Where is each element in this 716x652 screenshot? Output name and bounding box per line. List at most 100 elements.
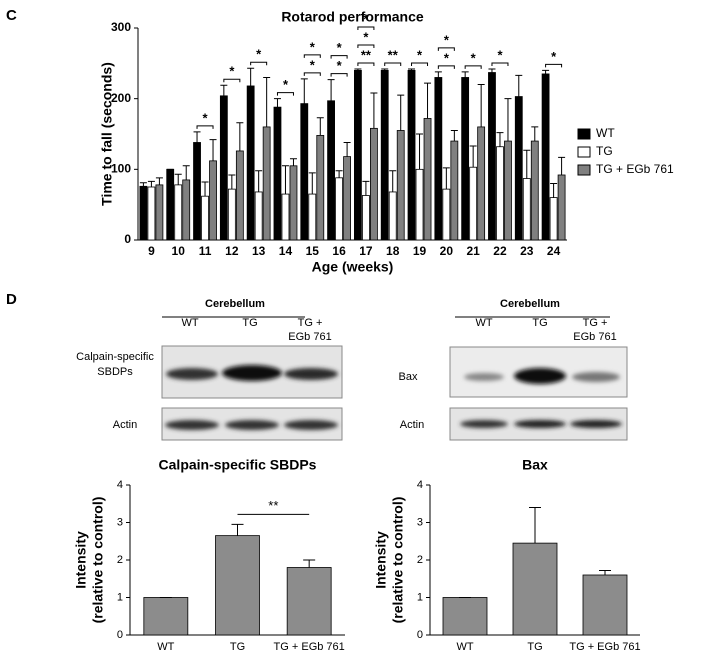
error-bar [209,139,217,161]
significance-bracket [250,61,268,66]
y-tick-label: 0 [117,629,123,641]
bar [193,142,201,241]
significance-bracket [357,26,375,30]
band [166,368,218,380]
bar [147,186,156,241]
significance-bracket [384,62,402,66]
x-tick-label: TG + EGb 761 [569,641,640,652]
bar [343,156,351,241]
significance-bracket [437,65,455,69]
x-tick-label: TG [230,641,245,652]
lane-label: TG + [583,317,608,329]
band [514,368,566,384]
bar [407,70,416,241]
error-bar [550,182,558,198]
y-tick-label: 1 [117,591,123,603]
blot-left: Cerebellum WT TG TG + EGb 761 Calpain-sp… [76,298,343,441]
error-bar [529,507,541,544]
error-bar [289,158,297,166]
x-tick-label: 15 [306,244,320,258]
bar [512,542,558,636]
bar [201,195,209,241]
bar [166,168,175,241]
x-tick-label: WT [157,641,174,652]
legend-label: TG + EGb 761 [596,162,674,176]
panel-label: C [6,7,17,24]
significance-bracket [223,78,241,83]
bar [139,185,148,241]
bar [541,73,550,241]
error-bar [327,79,335,101]
significance-label: * [203,110,209,125]
y-tick-label: 2 [117,554,123,566]
band [284,420,338,430]
significance-bracket [276,92,294,96]
bar [354,70,362,241]
error-bar [316,117,324,136]
error-bar [469,145,477,168]
bar [488,72,496,241]
significance-label: * [471,50,477,65]
x-tick-label: 9 [148,244,155,258]
error-bar [488,68,496,73]
bar [273,106,282,241]
error-bar [558,156,566,175]
significance-bracket [303,54,321,58]
chart-title: Calpain-specific SBDPs [159,457,317,473]
legend-swatch [577,128,591,140]
blot-header: Cerebellum [205,298,265,310]
error-bar [362,180,370,196]
bar [442,188,451,241]
y-axis-label: Intensity [73,531,89,589]
error-bar [201,181,209,197]
x-tick-label: 10 [172,244,186,258]
bar [415,168,424,241]
error-bar [255,170,263,192]
legend-swatch [577,146,591,158]
significance-label: ** [388,47,399,62]
y-tick-label: 200 [111,91,131,105]
significance-bracket [330,73,348,77]
lane-label: WT [181,317,198,329]
row-label: Calpain-specific [76,351,154,363]
y-tick-label: 1 [417,591,423,603]
y-tick-label: 0 [417,629,423,641]
band [572,372,620,382]
bar [380,70,389,241]
error-bar [416,133,424,170]
row-label: Bax [399,371,418,383]
significance-bracket [357,44,375,48]
bar [450,140,459,241]
significance-label: * [363,11,369,26]
bar [582,574,628,636]
significance-bracket [411,62,429,66]
significance-label: * [551,49,557,64]
error-bar [434,71,442,78]
error-bar [523,149,531,179]
bar [316,135,325,241]
band [165,420,219,430]
bar [286,567,332,636]
bar [289,165,298,241]
bar [461,77,470,241]
error-bar [308,172,316,195]
x-tick-label: 17 [359,244,373,258]
x-axis-label: Age (weeks) [312,259,394,275]
error-bar [450,129,458,142]
significance-label: * [310,39,316,54]
bar [522,178,531,241]
bar [496,146,504,241]
row-label: SBDPs [97,366,133,378]
bar [182,179,191,241]
error-bar [193,131,201,143]
blot-header: Cerebellum [500,298,560,310]
x-tick-label: 11 [199,244,212,258]
x-tick-label: 12 [225,244,239,258]
error-bar [343,141,351,157]
panel-label: D [6,291,17,308]
row-label: Actin [400,419,424,431]
significance-label: ** [268,498,278,513]
error-bar [496,132,504,147]
y-tick-label: 0 [124,232,131,246]
